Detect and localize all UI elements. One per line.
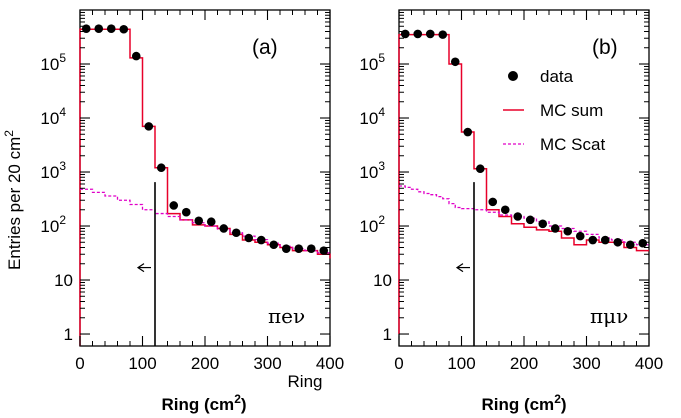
legend-mcsum-label: MC sum [540,101,603,120]
data-point [625,240,635,250]
mc-sum-histogram [398,33,649,335]
x-axis-label-a: Ring (cm2) [161,392,246,414]
data-point [306,244,316,254]
data-point [413,29,423,39]
x-tick-label: 300 [572,354,600,373]
x-tick-label: 300 [253,354,281,373]
process-label-b: πμν [590,304,628,328]
mc-scat-histogram [399,185,649,246]
data-point [513,212,523,221]
panel-a: 0 100 200 300 400 1 10 102 103 104 105 (a) πeν Ent… [2,9,344,414]
data-point [281,244,291,254]
mc-scat-histogram [80,188,330,254]
data-point [488,197,498,207]
x-tick-label: 400 [316,354,344,373]
data-point [563,226,573,236]
x-tick-label: 0 [75,354,84,373]
panel-b: 0 100 200 300 400 1 10 102 103 104 105 (b) πμν Rin… [359,9,663,414]
axis-ticks-b: 0 100 200 300 400 1 10 102 103 104 105 [359,10,663,373]
x-axis-label-a-tail: ) [241,395,247,414]
y-tick-label: 104 [40,105,66,128]
data-point [319,246,329,255]
data-point [269,240,279,250]
axis-ticks-a: 0 100 200 300 400 1 10 102 103 104 105 [40,10,344,373]
data-point [94,24,104,34]
data-point [181,207,191,217]
y-tick-label: 102 [359,213,385,236]
y-tick-label: 104 [359,105,385,128]
data-point [294,244,304,254]
y-tick-label: 105 [359,51,385,74]
y-tick-label: 102 [40,213,66,236]
data-point [538,219,548,229]
data-point [244,233,254,243]
legend-data-marker [508,71,518,81]
mc-sum-histogram [79,28,331,346]
data-point [231,228,241,238]
data-point [588,235,598,245]
x-tick-label: 0 [394,354,403,373]
x-tick-label: 400 [635,354,663,373]
data-point [613,237,623,247]
process-label-a: πeν [268,304,305,328]
data-point [438,30,448,39]
plot-frame-b [398,9,650,347]
x-axis-extra-label: Ring [288,372,323,391]
y-tick-label: 10 [373,271,392,290]
y-axis-label: Entries per 20 cm2 [2,130,24,270]
data-point [550,224,560,233]
data-point [219,224,229,233]
data-point [450,57,460,67]
y-tick-label: 105 [40,51,66,74]
data-point [256,235,266,245]
data-point [463,127,473,137]
x-axis-label-b-sup: 2 [554,392,561,406]
x-axis-label-b-tail: ) [561,395,567,414]
data-point [106,24,116,34]
data-point [575,231,585,241]
data-point [475,164,485,174]
x-tick-label: 100 [128,354,156,373]
x-tick-label: 200 [191,354,219,373]
panel-label-a: (a) [252,36,278,59]
plot-frame-a [79,9,331,347]
data-point [169,201,179,210]
data-point [206,217,216,227]
x-tick-label: 100 [447,354,475,373]
x-tick-label: 200 [510,354,538,373]
y-axis-label-sup: 2 [2,130,16,137]
data-point [600,235,610,245]
data-point [194,216,204,226]
y-tick-label: 10 [54,271,73,290]
cut-arrowhead [136,263,145,273]
data-point [525,215,535,225]
legend-data-label: data [540,67,574,86]
data-point [500,205,510,215]
y-tick-label: 103 [40,159,66,182]
legend-mcscat-label: MC Scat [540,135,605,154]
legend: data MC sum MC Scat [503,67,605,154]
cut-arrowhead [455,263,464,273]
panel-label-b: (b) [592,36,618,59]
plot-marks-b [398,29,649,346]
data-point [156,163,166,173]
data-point [131,51,141,61]
y-tick-label: 103 [359,159,385,182]
y-tick-label: 1 [383,325,392,344]
data-point [425,29,435,39]
x-axis-label-b-text: Ring (cm [481,395,554,414]
x-axis-label-a-text: Ring (cm [161,395,234,414]
x-axis-label-b: Ring (cm2) [481,392,566,414]
plot-marks-a [79,24,331,346]
x-axis-label-a-sup: 2 [234,392,241,406]
data-point [638,238,648,248]
y-axis-label-text: Entries per 20 cm [5,137,24,270]
y-tick-label: 1 [64,325,73,344]
data-point [144,122,154,131]
data-point [400,29,410,39]
data-point [119,24,129,34]
